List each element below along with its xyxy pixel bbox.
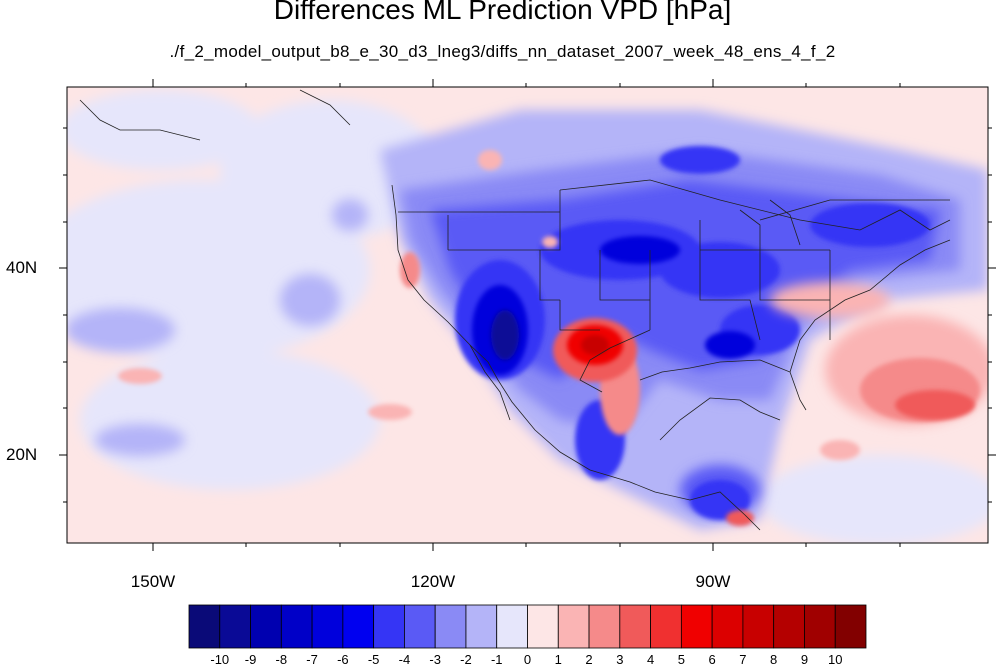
colorbar-swatch	[434, 604, 467, 649]
colorbar-swatch	[250, 604, 282, 649]
colorbar-swatch	[834, 604, 867, 649]
map-ticks	[59, 79, 996, 551]
colorbar-swatch	[680, 604, 713, 649]
colorbar-label: 0	[523, 652, 532, 667]
colorbar-swatch	[588, 604, 621, 649]
map-title: Differences ML Prediction VPD [hPa]	[273, 0, 732, 25]
colorbar-label: 8	[770, 652, 778, 667]
colorbar-label: 1	[554, 652, 562, 667]
colorbar-swatch	[280, 604, 313, 649]
colorbar-swatch	[404, 604, 436, 649]
colorbar-swatch	[711, 604, 744, 649]
colorbar-label: 4	[646, 652, 655, 667]
colorbar-label: -10	[210, 652, 230, 667]
colorbar-label: -2	[460, 652, 472, 667]
colorbar-label: 10	[827, 652, 843, 667]
colorbar-swatch	[188, 604, 221, 649]
colorbar-label: 5	[677, 652, 685, 667]
colorbar-label: -8	[275, 652, 288, 667]
lat-label-40n: 40N	[6, 258, 38, 277]
colorbar-label: -7	[306, 652, 318, 667]
lon-label-120w: 120W	[410, 572, 456, 591]
colorbar-label: -5	[367, 652, 380, 667]
colorbar-label: -1	[490, 652, 503, 667]
colorbar-swatch	[804, 604, 836, 649]
lon-label-150w: 150W	[130, 572, 176, 591]
colorbar-label: 7	[739, 652, 747, 667]
colorbar-label: 9	[800, 652, 809, 667]
colorbar-label: 2	[585, 652, 593, 667]
colorbar-swatch	[496, 604, 528, 649]
lat-label-20n: 20N	[6, 445, 38, 464]
map-subtitle: ./f_2_model_output_b8_e_30_d3_lneg3/diff…	[169, 42, 836, 61]
colorbar-swatch	[311, 604, 344, 649]
colorbar-swatch	[465, 604, 498, 649]
colorbar-swatch	[342, 604, 375, 649]
colorbar-swatch	[742, 604, 775, 649]
colorbar-label: -9	[244, 652, 257, 667]
colorbar-label: 3	[616, 652, 624, 667]
colorbar-swatch	[373, 604, 405, 649]
colorbar-label: 6	[708, 652, 716, 667]
vpd-difference-field	[67, 87, 988, 543]
colorbar-label: -6	[337, 652, 349, 667]
lon-label-90w: 90W	[695, 572, 731, 591]
colorbar-swatch	[650, 604, 682, 649]
colorbar-label: -4	[398, 652, 411, 667]
colorbar	[188, 604, 867, 649]
colorbar-swatch	[773, 604, 805, 649]
colorbar-swatch	[557, 604, 590, 649]
colorbar-swatch	[527, 604, 559, 649]
colorbar-swatch	[219, 604, 251, 649]
colorbar-swatch	[619, 604, 651, 649]
colorbar-label: -3	[429, 652, 441, 667]
